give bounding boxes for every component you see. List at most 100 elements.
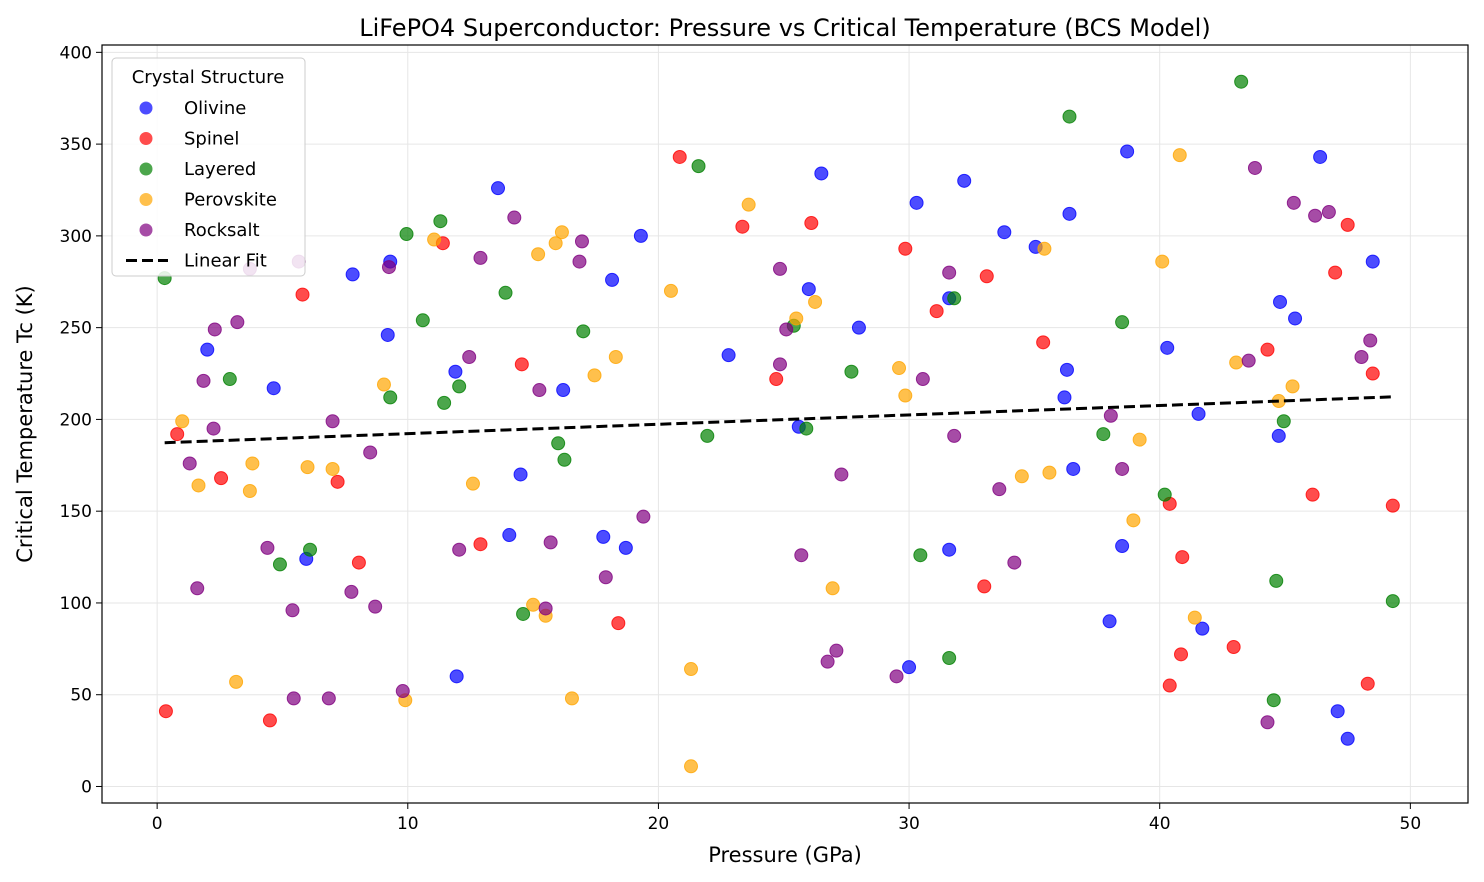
- data-point: [1241, 353, 1256, 368]
- data-point: [1385, 594, 1400, 609]
- data-point: [572, 254, 587, 269]
- data-point: [820, 654, 835, 669]
- data-point: [611, 616, 626, 631]
- data-point: [351, 555, 366, 570]
- data-point: [741, 197, 756, 212]
- data-point: [531, 247, 546, 262]
- legend-label: Perovskite: [184, 190, 277, 211]
- data-point: [1360, 676, 1375, 691]
- data-point: [200, 342, 215, 357]
- data-point: [206, 421, 221, 436]
- data-point: [898, 241, 913, 256]
- data-point: [834, 467, 849, 482]
- data-point: [1120, 144, 1135, 159]
- data-point: [266, 381, 281, 396]
- data-point: [526, 597, 541, 612]
- x-axis-label: Pressure (GPa): [708, 843, 862, 867]
- y-tick-label: 250: [60, 319, 92, 339]
- data-point: [801, 282, 816, 297]
- data-point: [769, 372, 784, 387]
- data-point: [596, 529, 611, 544]
- data-point: [368, 599, 383, 614]
- data-point: [942, 651, 957, 666]
- data-point: [700, 428, 715, 443]
- data-point: [1057, 390, 1072, 405]
- data-point: [898, 388, 913, 403]
- data-point: [947, 428, 962, 443]
- legend: Crystal Structure Olivine Spinel Layered Per…: [111, 57, 306, 277]
- data-point: [1191, 406, 1206, 421]
- data-point: [554, 225, 569, 240]
- data-point: [1014, 469, 1029, 484]
- y-axis-label: Critical Temperature Tc (K): [13, 285, 37, 562]
- data-point: [452, 379, 467, 394]
- data-point: [473, 537, 488, 552]
- data-point: [1305, 487, 1320, 502]
- data-point: [230, 315, 245, 330]
- data-point: [433, 214, 448, 229]
- data-point: [543, 535, 558, 550]
- data-point: [1066, 461, 1081, 476]
- data-point: [564, 691, 579, 706]
- data-point: [242, 483, 257, 498]
- data-point: [196, 373, 211, 388]
- data-point: [1096, 427, 1111, 442]
- data-point: [448, 364, 463, 379]
- data-point: [1229, 355, 1244, 370]
- y-tick-label: 200: [60, 410, 92, 430]
- data-point: [437, 395, 452, 410]
- data-point: [825, 581, 840, 596]
- data-point: [295, 287, 310, 302]
- data-point: [1059, 362, 1074, 377]
- series-olivine: [200, 144, 1380, 746]
- data-point: [1175, 550, 1190, 565]
- data-point: [1321, 205, 1336, 220]
- data-point: [345, 267, 360, 282]
- data-point: [892, 361, 907, 376]
- data-point: [636, 509, 651, 524]
- data-point: [557, 452, 572, 467]
- data-point: [1007, 555, 1022, 570]
- data-point: [491, 181, 506, 196]
- data-point: [498, 285, 513, 300]
- data-point: [363, 445, 378, 460]
- data-point: [772, 357, 787, 372]
- data-point: [344, 584, 359, 599]
- data-point: [1155, 254, 1170, 269]
- data-point: [191, 478, 206, 493]
- legend-label: Layered: [184, 159, 256, 180]
- y-tick-label: 150: [60, 502, 92, 522]
- data-point: [427, 232, 442, 247]
- data-point: [262, 713, 277, 728]
- data-point: [977, 579, 992, 594]
- data-point: [1226, 639, 1241, 654]
- data-point: [462, 350, 477, 365]
- data-point: [808, 294, 823, 309]
- data-point: [1273, 294, 1288, 309]
- data-point: [376, 377, 391, 392]
- data-point: [260, 540, 275, 555]
- data-point: [415, 313, 430, 328]
- legend-label: Rocksalt: [184, 220, 260, 241]
- x-tick-label: 50: [1400, 814, 1422, 834]
- data-point: [1162, 678, 1177, 693]
- data-point: [942, 265, 957, 280]
- x-tick-label: 30: [898, 814, 920, 834]
- data-point: [473, 250, 488, 265]
- data-point: [502, 528, 517, 543]
- legend-marker: [139, 132, 153, 145]
- y-tick-label: 300: [60, 227, 92, 247]
- data-point: [1288, 311, 1303, 326]
- data-point: [516, 606, 531, 621]
- data-point: [1037, 241, 1052, 256]
- data-point: [245, 456, 260, 471]
- data-point: [514, 357, 529, 372]
- data-point: [829, 643, 844, 658]
- data-point: [844, 364, 859, 379]
- data-point: [222, 372, 237, 387]
- x-tick-label: 0: [152, 814, 163, 834]
- data-point: [175, 414, 190, 429]
- data-point: [300, 460, 315, 475]
- data-point: [158, 704, 173, 719]
- data-point: [1354, 350, 1369, 365]
